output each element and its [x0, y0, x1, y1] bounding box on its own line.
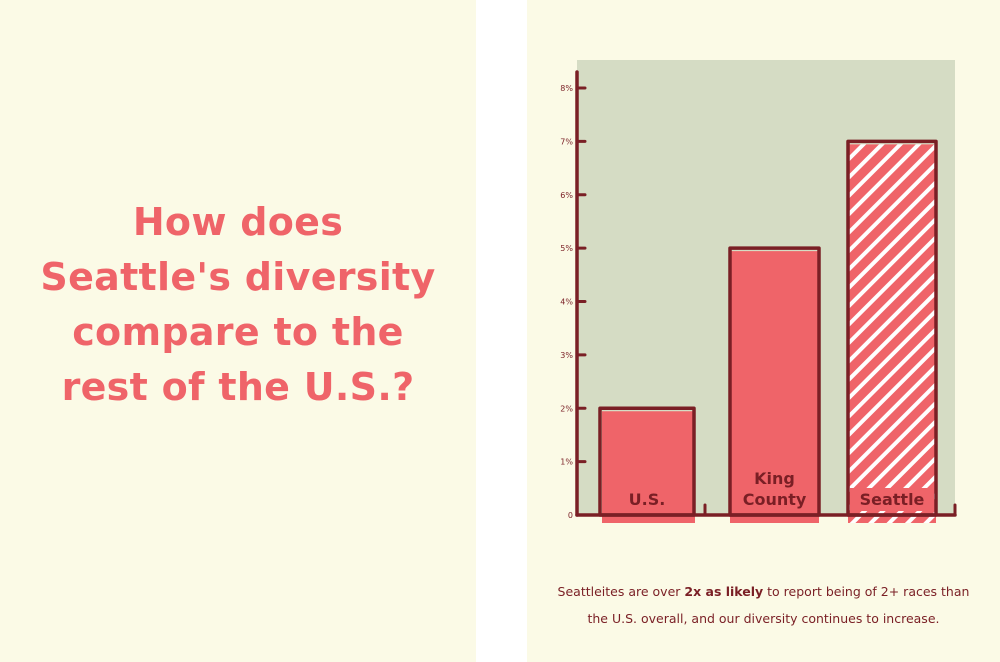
bar-king-county-fill	[730, 251, 819, 523]
left-panel	[0, 0, 476, 662]
bar-seattle-fill	[848, 144, 936, 523]
caption-line-1: Seattleites are over 2x as likely to rep…	[527, 578, 1000, 605]
caption-emphasis: 2x as likely	[684, 584, 764, 599]
bar-label: King	[754, 469, 795, 488]
y-tick-label: 7%	[560, 137, 573, 146]
y-tick-label: 3%	[560, 351, 573, 360]
y-tick-label: 2%	[560, 404, 573, 413]
caption-line-2: the U.S. overall, and our diversity cont…	[587, 611, 940, 626]
headline-line: rest of the U.S.?	[61, 365, 415, 409]
bar-label-backdrop	[850, 488, 934, 511]
bar-u-s--fill	[602, 411, 695, 523]
bar-chart: 0 1% 2% 3% 4% 5% 6% 7% 8% U.S. King County Seattle	[560, 60, 957, 523]
y-tick-label: 4%	[560, 298, 573, 307]
headline-question: How does Seattle's diversity compare to …	[0, 195, 476, 415]
y-tick-label: 6%	[560, 191, 573, 200]
y-tick-label: 8%	[560, 84, 573, 93]
headline-line: compare to the	[72, 310, 404, 354]
y-tick-label: 1%	[560, 458, 573, 467]
x-axis	[575, 503, 957, 517]
headline-line: How does	[132, 200, 344, 244]
bar-label: County	[743, 490, 807, 509]
caption-text: to report being of 2+ races than	[763, 584, 970, 599]
bar-label: Seattle	[860, 490, 925, 509]
chart-caption: Seattleites are over 2x as likely to rep…	[527, 578, 1000, 632]
y-axis: 0 1% 2% 3% 4% 5% 6% 7% 8%	[560, 70, 587, 520]
headline-line: Seattle's diversity	[40, 255, 436, 299]
caption-text: Seattleites are over	[557, 584, 685, 599]
y-tick-label: 5%	[560, 244, 573, 253]
y-tick-label: 0	[568, 511, 573, 520]
bar-label: U.S.	[629, 490, 666, 509]
